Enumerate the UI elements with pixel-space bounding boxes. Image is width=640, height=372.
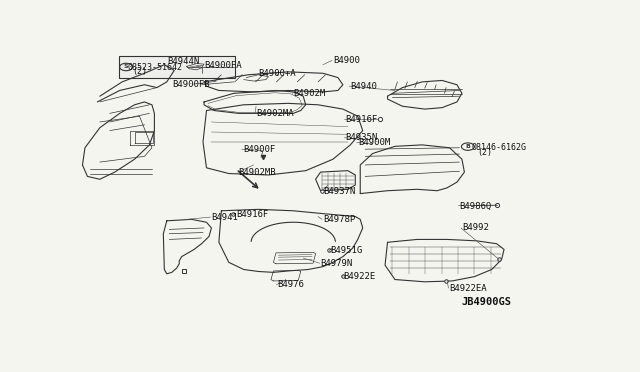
Text: (2): (2) bbox=[132, 67, 147, 76]
Text: B4916F: B4916F bbox=[346, 115, 378, 124]
Text: 08146-6162G: 08146-6162G bbox=[472, 143, 527, 152]
Text: B4900: B4900 bbox=[333, 56, 360, 65]
Text: B4992: B4992 bbox=[462, 224, 489, 232]
Text: B4900F: B4900F bbox=[244, 145, 276, 154]
Text: B4940: B4940 bbox=[350, 82, 377, 91]
Text: (2): (2) bbox=[477, 148, 492, 157]
Text: B4922E: B4922E bbox=[343, 272, 375, 281]
Text: B4902MB: B4902MB bbox=[239, 168, 276, 177]
Text: B4937N: B4937N bbox=[323, 187, 355, 196]
Text: B4941: B4941 bbox=[211, 214, 238, 222]
Text: B4951G: B4951G bbox=[330, 246, 363, 255]
Text: B4902M: B4902M bbox=[293, 89, 326, 98]
Text: B4916F: B4916F bbox=[236, 210, 269, 219]
Text: B4922EA: B4922EA bbox=[449, 284, 487, 293]
Text: B4979N: B4979N bbox=[321, 259, 353, 268]
Text: 08523-51642: 08523-51642 bbox=[127, 63, 182, 72]
Text: B4935N: B4935N bbox=[346, 133, 378, 142]
Text: B4900M: B4900M bbox=[358, 138, 390, 147]
FancyBboxPatch shape bbox=[118, 55, 235, 78]
Text: B4986Q: B4986Q bbox=[460, 202, 492, 211]
Text: B: B bbox=[465, 144, 470, 149]
Text: JB4900GS: JB4900GS bbox=[462, 298, 512, 307]
Text: B4978P: B4978P bbox=[323, 215, 355, 224]
Text: B4900FA: B4900FA bbox=[204, 61, 242, 70]
Text: S: S bbox=[124, 64, 129, 70]
Text: B4944N: B4944N bbox=[167, 57, 199, 66]
Text: B4900+A: B4900+A bbox=[259, 69, 296, 78]
Text: B4902MA: B4902MA bbox=[256, 109, 294, 118]
Text: B4976: B4976 bbox=[277, 280, 304, 289]
Text: B4900FB: B4900FB bbox=[172, 80, 209, 89]
